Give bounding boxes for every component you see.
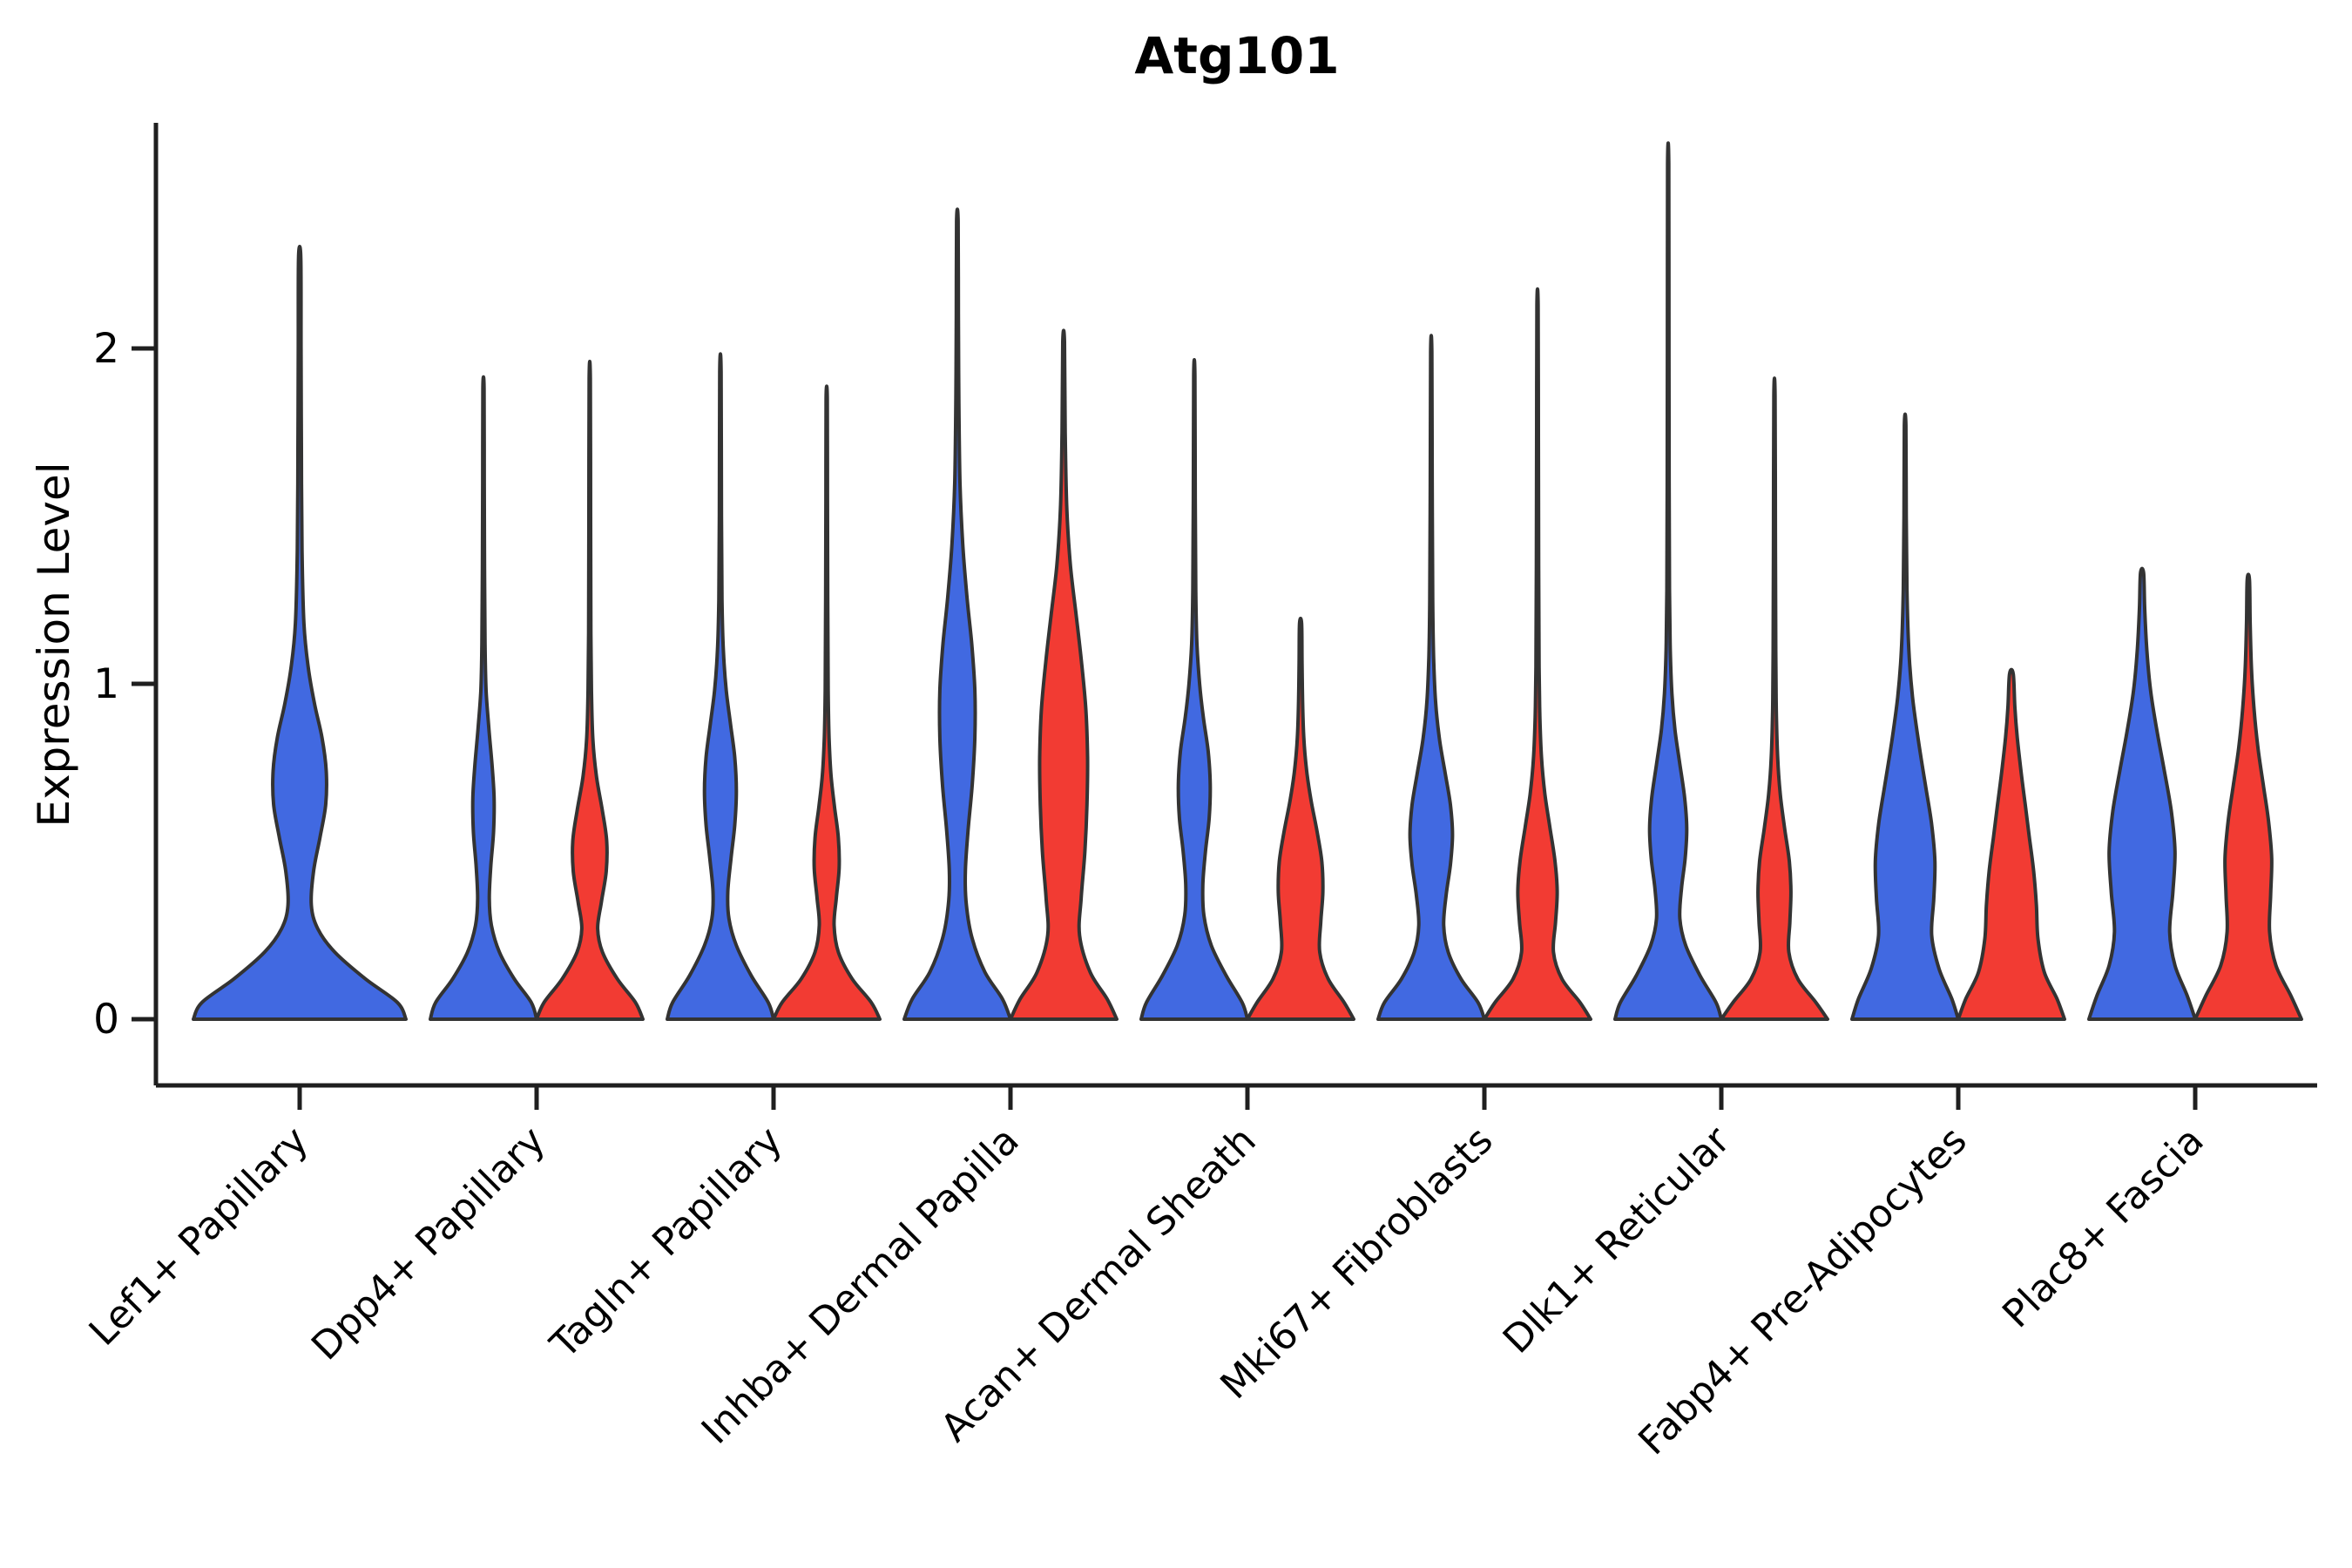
x-tick-label: Lef1+ Papillary — [81, 1119, 317, 1355]
y-tick-label: 1 — [93, 660, 119, 708]
violin-9-blue — [2087, 566, 2197, 1021]
violin-8-red — [1957, 667, 2066, 1021]
violin-2-blue — [429, 375, 538, 1021]
violin-8-blue — [1850, 412, 1960, 1021]
violin-4-blue — [902, 207, 1012, 1021]
violin-5-blue — [1139, 358, 1249, 1021]
x-tick-label: Plac8+ Fascia — [1994, 1119, 2213, 1337]
x-tick-label: Dlk1+ Reticular — [1495, 1118, 1740, 1362]
x-tick-label: Dpp4+ Papillary — [303, 1119, 554, 1369]
violin-4-red — [1009, 328, 1119, 1021]
violin-3-blue — [666, 352, 775, 1021]
violin-6-blue — [1376, 334, 1486, 1021]
violin-7-red — [1720, 376, 1829, 1021]
violin-3-red — [772, 384, 882, 1021]
y-tick-label: 2 — [93, 325, 119, 373]
x-tick-label: Tagln+ Papillary — [542, 1119, 791, 1368]
violin-1-blue — [192, 245, 408, 1021]
y-tick-label: 0 — [93, 996, 119, 1044]
violin-5-red — [1246, 616, 1355, 1021]
x-tick-label: Mki67+ Fibroblasts — [1212, 1119, 1501, 1408]
violin-2-red — [535, 359, 645, 1021]
violin-9-red — [2193, 572, 2303, 1021]
violin-6-red — [1483, 287, 1592, 1021]
violin-7-blue — [1613, 141, 1723, 1021]
chart-title: Atg101 — [1134, 26, 1340, 85]
